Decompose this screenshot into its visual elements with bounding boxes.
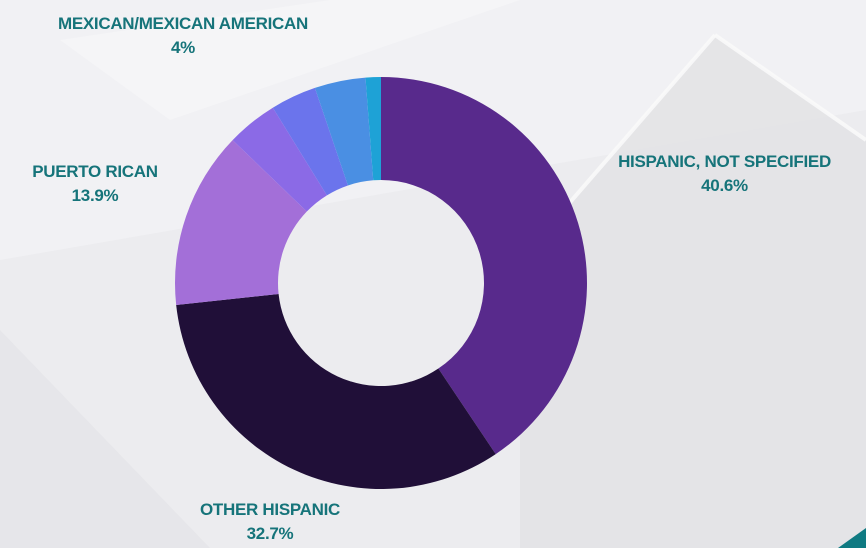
- donut-slice-puerto-rican: [175, 140, 307, 305]
- slice-label-puerto-rican: PUERTO RICAN 13.9%: [0, 160, 190, 208]
- slice-value: 13.9%: [71, 186, 119, 205]
- donut-slice-other-hispanic: [176, 293, 496, 489]
- slice-name: HISPANIC, NOT SPECIFIED: [618, 152, 831, 171]
- slice-label-mexican-american: MEXICAN/MEXICAN AMERICAN 4%: [0, 12, 366, 60]
- slice-value: 40.6%: [701, 176, 748, 195]
- donut-slices: [175, 77, 587, 489]
- slice-name: OTHER HISPANIC: [200, 500, 340, 519]
- slice-label-other-hispanic: OTHER HISPANIC 32.7%: [155, 498, 385, 546]
- slice-name: MEXICAN/MEXICAN AMERICAN: [57, 14, 308, 33]
- slice-value: 4%: [171, 38, 195, 57]
- slice-label-hispanic-not-specified: HISPANIC, NOT SPECIFIED 40.6%: [587, 150, 862, 198]
- donut-slice-hispanic-not-specified: [381, 77, 587, 455]
- donut-slice-unlabeled-4: [272, 87, 348, 196]
- slice-name: PUERTO RICAN: [32, 162, 158, 181]
- donut-slice-mexican-mexican-american: [314, 77, 374, 186]
- donut-slice-unlabeled-3: [232, 107, 327, 212]
- donut-slice-unlabeled-6: [365, 77, 381, 181]
- slice-value: 32.7%: [246, 524, 294, 543]
